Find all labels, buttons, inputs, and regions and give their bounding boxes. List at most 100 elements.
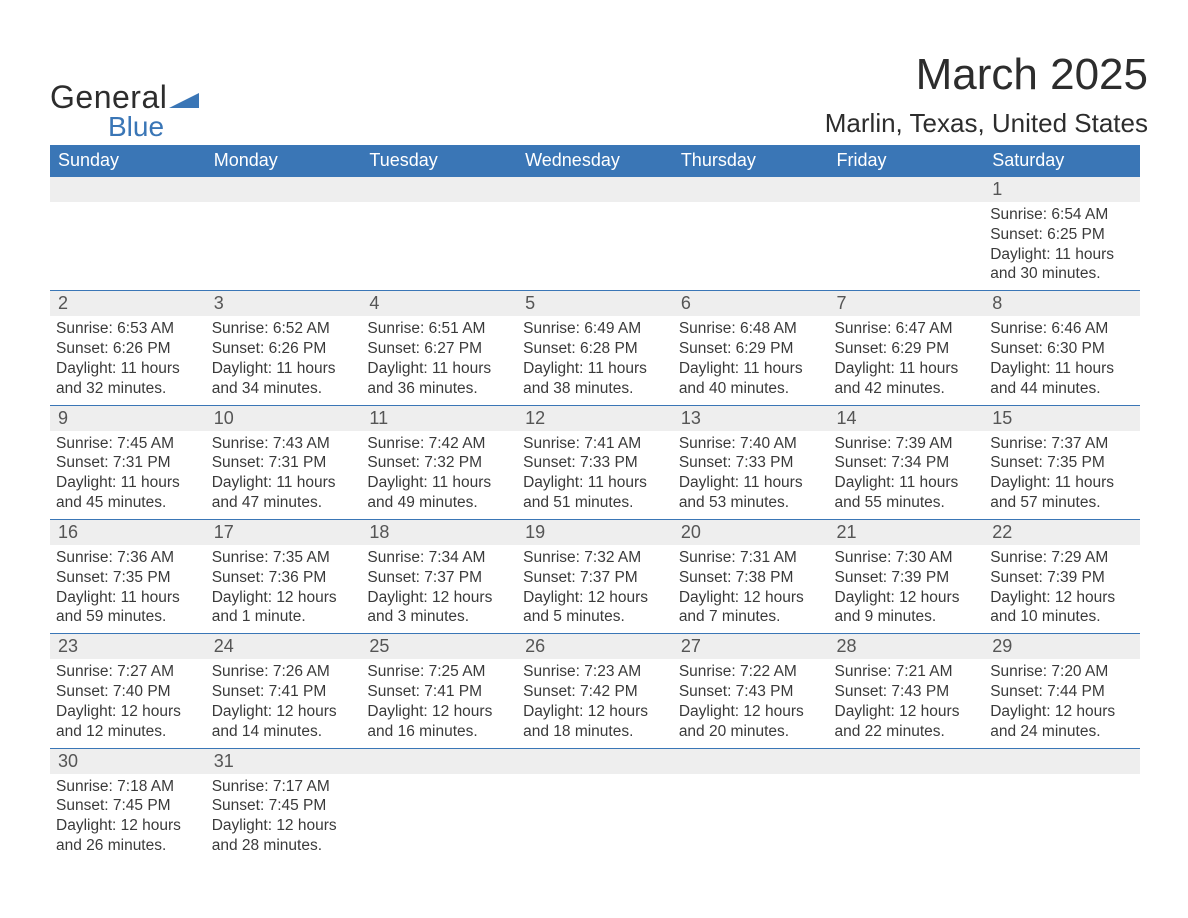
day-data: Sunrise: 6:53 AMSunset: 6:26 PMDaylight:… [50, 316, 206, 404]
sunset-line: Sunset: 7:43 PM [679, 682, 823, 702]
day-data: Sunrise: 7:26 AMSunset: 7:41 PMDaylight:… [206, 659, 362, 747]
daylight-line: Daylight: 12 hours and 12 minutes. [56, 702, 200, 742]
weekday-header: Sunday [50, 145, 206, 177]
sunrise-line: Sunrise: 7:31 AM [679, 548, 823, 568]
day-data: Sunrise: 7:41 AMSunset: 7:33 PMDaylight:… [517, 431, 673, 519]
day-number: 6 [673, 291, 829, 316]
day-number: 30 [50, 749, 206, 774]
daynum-row: 23242526272829 [50, 634, 1140, 660]
weekday-header: Friday [829, 145, 985, 177]
daylight-line: Daylight: 11 hours and 57 minutes. [990, 473, 1134, 513]
daylight-line: Daylight: 11 hours and 55 minutes. [835, 473, 979, 513]
sunrise-line: Sunrise: 7:42 AM [367, 434, 511, 454]
sunrise-line: Sunrise: 7:30 AM [835, 548, 979, 568]
day-data [829, 202, 985, 286]
day-data: Sunrise: 7:21 AMSunset: 7:43 PMDaylight:… [829, 659, 985, 747]
day-data: Sunrise: 6:51 AMSunset: 6:27 PMDaylight:… [361, 316, 517, 404]
day-data: Sunrise: 7:40 AMSunset: 7:33 PMDaylight:… [673, 431, 829, 519]
day-number [984, 749, 1140, 773]
daylight-line: Daylight: 11 hours and 44 minutes. [990, 359, 1134, 399]
day-data [673, 202, 829, 286]
day-number: 22 [984, 520, 1140, 545]
day-data: Sunrise: 7:30 AMSunset: 7:39 PMDaylight:… [829, 545, 985, 633]
day-data: Sunrise: 6:46 AMSunset: 6:30 PMDaylight:… [984, 316, 1140, 404]
day-number: 18 [361, 520, 517, 545]
sunrise-line: Sunrise: 7:35 AM [212, 548, 356, 568]
sunset-line: Sunset: 7:45 PM [56, 796, 200, 816]
sunset-line: Sunset: 7:39 PM [990, 568, 1134, 588]
daylight-line: Daylight: 11 hours and 32 minutes. [56, 359, 200, 399]
daylight-line: Daylight: 12 hours and 1 minute. [212, 588, 356, 628]
sunset-line: Sunset: 6:30 PM [990, 339, 1134, 359]
sunrise-line: Sunrise: 6:54 AM [990, 205, 1134, 225]
daydata-row: Sunrise: 7:18 AMSunset: 7:45 PMDaylight:… [50, 774, 1140, 862]
day-number: 2 [50, 291, 206, 316]
sunrise-line: Sunrise: 6:51 AM [367, 319, 511, 339]
daydata-row: Sunrise: 7:45 AMSunset: 7:31 PMDaylight:… [50, 431, 1140, 520]
sunset-line: Sunset: 7:36 PM [212, 568, 356, 588]
day-data: Sunrise: 7:45 AMSunset: 7:31 PMDaylight:… [50, 431, 206, 519]
daylight-line: Daylight: 11 hours and 59 minutes. [56, 588, 200, 628]
sunrise-line: Sunrise: 7:37 AM [990, 434, 1134, 454]
daylight-line: Daylight: 11 hours and 49 minutes. [367, 473, 511, 513]
day-number: 10 [206, 406, 362, 431]
sunset-line: Sunset: 7:43 PM [835, 682, 979, 702]
daydata-row: Sunrise: 6:53 AMSunset: 6:26 PMDaylight:… [50, 316, 1140, 405]
logo: General Blue [50, 61, 199, 139]
day-number: 4 [361, 291, 517, 316]
day-number: 24 [206, 634, 362, 659]
daynum-row: 3031 [50, 748, 1140, 774]
day-data [984, 774, 1140, 858]
weekday-header: Tuesday [361, 145, 517, 177]
day-number: 12 [517, 406, 673, 431]
daylight-line: Daylight: 12 hours and 22 minutes. [835, 702, 979, 742]
sunrise-line: Sunrise: 7:32 AM [523, 548, 667, 568]
day-number [517, 177, 673, 201]
sunrise-line: Sunrise: 6:49 AM [523, 319, 667, 339]
day-data [517, 774, 673, 858]
daylight-line: Daylight: 11 hours and 42 minutes. [835, 359, 979, 399]
sunrise-line: Sunrise: 6:52 AM [212, 319, 356, 339]
sunrise-line: Sunrise: 7:23 AM [523, 662, 667, 682]
daylight-line: Daylight: 12 hours and 26 minutes. [56, 816, 200, 856]
sunset-line: Sunset: 7:35 PM [56, 568, 200, 588]
day-number: 16 [50, 520, 206, 545]
day-number [361, 177, 517, 201]
sunrise-line: Sunrise: 6:53 AM [56, 319, 200, 339]
sunset-line: Sunset: 7:32 PM [367, 453, 511, 473]
sunset-line: Sunset: 7:41 PM [212, 682, 356, 702]
weekday-header: Thursday [673, 145, 829, 177]
sunrise-line: Sunrise: 7:43 AM [212, 434, 356, 454]
daylight-line: Daylight: 12 hours and 28 minutes. [212, 816, 356, 856]
sunrise-line: Sunrise: 7:25 AM [367, 662, 511, 682]
day-number: 20 [673, 520, 829, 545]
day-data: Sunrise: 7:23 AMSunset: 7:42 PMDaylight:… [517, 659, 673, 747]
day-data: Sunrise: 7:25 AMSunset: 7:41 PMDaylight:… [361, 659, 517, 747]
sunset-line: Sunset: 7:37 PM [523, 568, 667, 588]
sunset-line: Sunset: 6:28 PM [523, 339, 667, 359]
daylight-line: Daylight: 12 hours and 16 minutes. [367, 702, 511, 742]
daydata-row: Sunrise: 7:27 AMSunset: 7:40 PMDaylight:… [50, 659, 1140, 748]
sunset-line: Sunset: 7:39 PM [835, 568, 979, 588]
day-data: Sunrise: 7:35 AMSunset: 7:36 PMDaylight:… [206, 545, 362, 633]
day-number: 21 [829, 520, 985, 545]
daynum-row: 1 [50, 177, 1140, 203]
day-number: 14 [829, 406, 985, 431]
weekday-header: Wednesday [517, 145, 673, 177]
daylight-line: Daylight: 12 hours and 3 minutes. [367, 588, 511, 628]
day-number: 5 [517, 291, 673, 316]
sunset-line: Sunset: 7:41 PM [367, 682, 511, 702]
day-data: Sunrise: 7:42 AMSunset: 7:32 PMDaylight:… [361, 431, 517, 519]
daylight-line: Daylight: 12 hours and 5 minutes. [523, 588, 667, 628]
sunrise-line: Sunrise: 7:17 AM [212, 777, 356, 797]
sunset-line: Sunset: 7:33 PM [679, 453, 823, 473]
day-number: 11 [361, 406, 517, 431]
daylight-line: Daylight: 12 hours and 14 minutes. [212, 702, 356, 742]
day-data [673, 774, 829, 858]
daynum-row: 16171819202122 [50, 519, 1140, 545]
day-data [829, 774, 985, 858]
daylight-line: Daylight: 11 hours and 36 minutes. [367, 359, 511, 399]
logo-word1: General [50, 79, 167, 115]
day-number [829, 177, 985, 201]
weekday-header-row: SundayMondayTuesdayWednesdayThursdayFrid… [50, 145, 1140, 177]
